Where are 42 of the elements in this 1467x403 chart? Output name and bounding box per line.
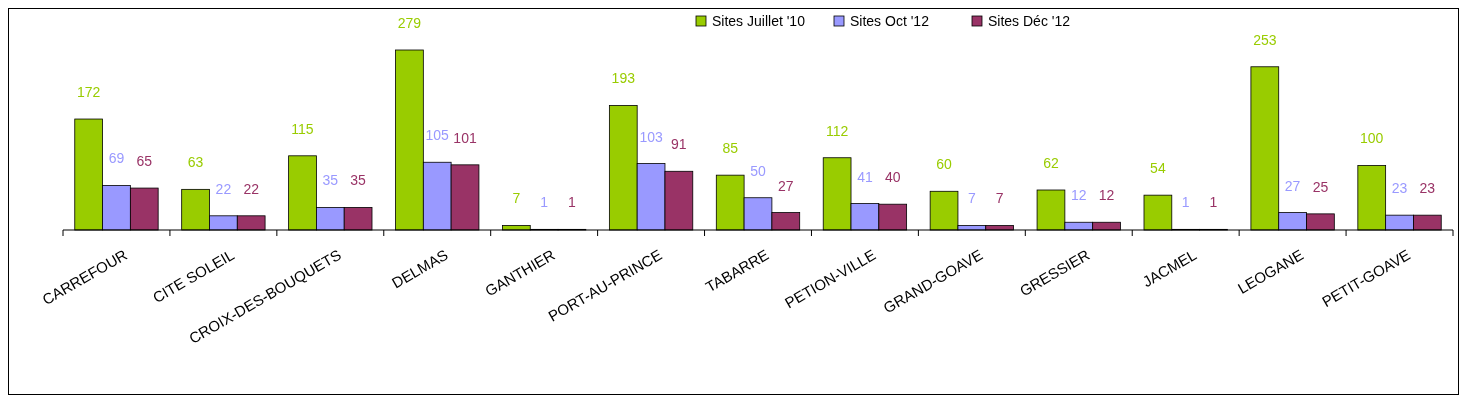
data-label: 27 [778,177,794,194]
data-label: 65 [136,153,153,170]
data-label: 54 [1150,160,1166,177]
data-label: 91 [671,136,687,153]
data-label: 12 [1098,187,1115,204]
data-label: 23 [1391,180,1408,197]
data-label: 1 [1209,194,1218,211]
data-label: 1 [540,194,549,211]
legend-label: Sites Oct '12 [850,13,930,29]
legend-label: Sites Déc '12 [988,13,1071,29]
data-label: 69 [108,150,125,167]
data-label: 193 [611,70,636,87]
data-label: 1 [1181,194,1190,211]
data-label: 7 [967,190,976,207]
data-label: 112 [825,122,849,139]
data-label: 41 [857,168,873,185]
data-label: 35 [350,172,367,189]
data-label: 62 [1043,155,1059,171]
data-label: 100 [1360,130,1384,147]
data-label: 22 [215,180,232,197]
data-label: 172 [76,84,101,101]
data-label: 85 [722,140,739,157]
data-label: 60 [936,156,953,173]
data-label: 7 [512,190,521,207]
legend-label: Sites Juillet '10 [712,13,806,29]
data-label: 23 [1419,180,1436,197]
data-label: 101 [453,129,477,146]
data-label: 25 [1312,178,1329,195]
data-label: 115 [291,120,314,137]
data-label: 103 [639,128,663,145]
data-label: 50 [750,162,766,179]
data-label: 27 [1284,177,1301,194]
data-label: 279 [397,15,422,31]
data-label: 40 [884,169,901,186]
data-label: 1 [568,194,577,211]
data-label: 253 [1253,31,1277,48]
data-label: 105 [425,127,450,144]
data-label: 12 [1070,187,1087,204]
data-label: 7 [995,190,1004,207]
data-label: 22 [243,180,260,197]
data-label: 63 [187,154,204,171]
data-label: 35 [322,172,339,189]
